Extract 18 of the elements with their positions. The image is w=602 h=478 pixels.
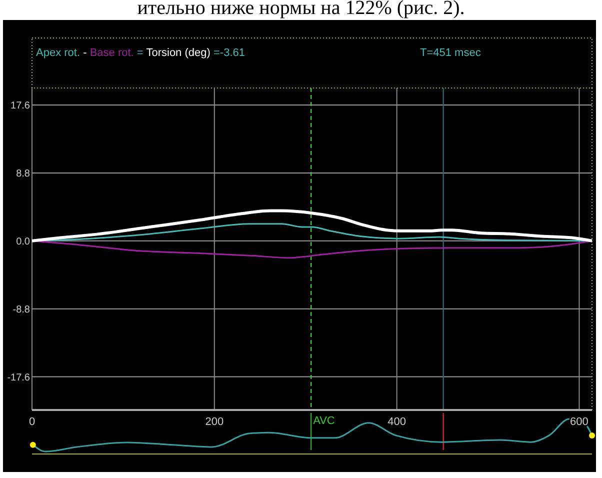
y-tick-label: -17.6 <box>7 372 30 384</box>
text: Base rot. <box>90 47 134 59</box>
text: T=451 msec <box>420 47 482 59</box>
text: - <box>80 47 90 59</box>
ref-line-label: AVC <box>313 415 335 427</box>
y-tick-label: 17.6 <box>10 100 30 112</box>
y-tick-label: 8.8 <box>16 168 30 180</box>
text: Torsion (deg) <box>146 47 210 59</box>
text: Apex rot. <box>36 47 80 59</box>
line-series <box>30 209 594 242</box>
x-tick-label: 0 <box>28 416 36 428</box>
x-tick-label: 400 <box>388 416 406 428</box>
text: =-3.61 <box>210 47 245 59</box>
x-tick-label: 200 <box>205 416 224 428</box>
y-tick-label: 0.0 <box>16 236 30 248</box>
text: = <box>134 47 146 59</box>
text: ительно ниже нормы на 122% (рис. 2). <box>137 0 465 19</box>
y-tick-label: -8.8 <box>12 304 30 316</box>
